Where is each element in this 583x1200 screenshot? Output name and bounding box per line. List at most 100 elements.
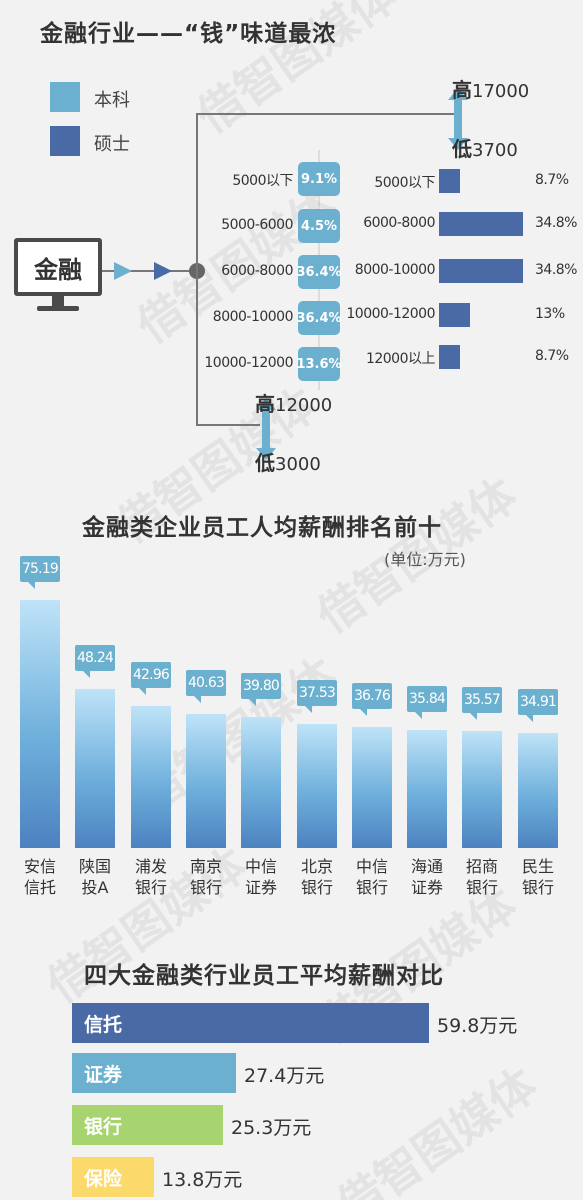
- ranking-bar: [241, 717, 281, 848]
- bachelor-low-value: 3000: [275, 454, 321, 475]
- bachelor-percent-bar: 36.4%: [296, 255, 342, 289]
- master-percent-bar: [439, 169, 460, 193]
- master-range-label: 5000以下: [374, 175, 435, 191]
- ranking-bar: [186, 714, 226, 848]
- master-percent-label: 8.7%: [535, 172, 569, 188]
- branch-line: [196, 113, 456, 115]
- master-high-value: 17000: [472, 81, 530, 102]
- master-percent-label: 34.8%: [535, 215, 577, 231]
- industry-salary-bar: 保险: [72, 1157, 154, 1197]
- value-label-tail: [305, 706, 312, 713]
- master-percent-bar: [439, 303, 470, 327]
- ranking-bar: [131, 706, 171, 848]
- bachelor-range-label: 5000-6000: [221, 217, 293, 233]
- ranking-bar: [407, 730, 447, 848]
- master-percent-label: 8.7%: [535, 348, 569, 364]
- industry-salary-value: 13.8万元: [162, 1169, 243, 1191]
- bachelor-range-label: 5000以下: [232, 173, 293, 189]
- value-label: 75.19: [20, 556, 60, 582]
- arrow-right-icon: [154, 262, 172, 280]
- legend-label-master: 硕士: [94, 134, 130, 155]
- industry-salary-value: 59.8万元: [437, 1015, 518, 1037]
- legend-label-bachelor: 本科: [94, 90, 130, 111]
- company-name: 陕国 投A: [78, 857, 111, 897]
- bachelor-high-tag: 高: [255, 392, 275, 416]
- section2-title: 金融类企业员工人均薪酬排名前十: [82, 515, 442, 541]
- master-percent-bar: [439, 212, 523, 236]
- value-label-tail: [360, 709, 367, 716]
- ranking-bar: [462, 731, 502, 848]
- value-label-tail: [139, 688, 146, 695]
- company-name: 民生 银行: [521, 857, 554, 897]
- company-name: 南京 银行: [189, 857, 222, 897]
- company-name: 中信 证券: [244, 857, 277, 897]
- computer-monitor-icon: 金融: [14, 238, 102, 311]
- value-label-tail: [415, 712, 422, 719]
- value-label-tail: [83, 671, 90, 678]
- connector-line: [102, 270, 198, 272]
- master-low-tag: 低: [452, 137, 472, 161]
- master-range-label: 12000以上: [365, 351, 436, 367]
- master-range-label: 6000-8000: [363, 215, 435, 231]
- bachelor-percent-bar: 36.4%: [296, 301, 342, 335]
- value-label: 35.57: [462, 687, 502, 713]
- branch-line: [196, 113, 198, 426]
- value-label: 36.76: [352, 683, 392, 709]
- ranking-bar: [297, 724, 337, 848]
- company-name: 浦发 银行: [134, 857, 167, 897]
- bachelor-percent-bar: 13.6%: [296, 347, 342, 381]
- ranking-bar: [75, 689, 115, 848]
- value-label: 37.53: [297, 680, 337, 706]
- industry-salary-value: 27.4万元: [244, 1065, 325, 1087]
- branch-line: [196, 424, 260, 426]
- bachelor-range-label: 8000-10000: [212, 309, 294, 325]
- master-range-arrow-icon: [448, 88, 468, 154]
- value-label-tail: [194, 696, 201, 703]
- industry-salary-bar: 信托: [72, 1003, 429, 1043]
- master-percent-bar: [439, 345, 460, 369]
- arrow-right-icon: [114, 262, 132, 280]
- value-label: 48.24: [75, 645, 115, 671]
- company-name: 安信 信托: [23, 857, 56, 897]
- watermark: 借智图媒体: [327, 1057, 547, 1200]
- value-label-tail: [470, 713, 477, 720]
- company-name: 招商 银行: [465, 857, 498, 897]
- value-label-tail: [249, 699, 256, 706]
- industry-label: 金融: [18, 242, 98, 292]
- value-label: 40.63: [186, 670, 226, 696]
- master-high-tag: 高: [452, 78, 472, 102]
- company-name: 北京 银行: [300, 857, 333, 897]
- value-label: 34.91: [518, 689, 558, 715]
- ranking-bar: [20, 600, 60, 848]
- master-percent-bar: [439, 259, 523, 283]
- bachelor-range-label: 6000-8000: [221, 263, 293, 279]
- master-percent-label: 34.8%: [535, 262, 577, 278]
- value-label: 35.84: [407, 686, 447, 712]
- company-name: 海通 证券: [410, 857, 443, 897]
- bachelor-range-arrow-icon: [256, 398, 276, 464]
- industry-salary-value: 25.3万元: [231, 1117, 312, 1139]
- bachelor-percent-bar: 9.1%: [298, 162, 340, 196]
- value-label: 42.96: [131, 662, 171, 688]
- legend-swatch-bachelor: [50, 82, 80, 112]
- bachelor-range-label: 10000-12000: [204, 355, 293, 371]
- ranking-bar: [352, 727, 392, 848]
- value-label-tail: [28, 582, 35, 589]
- company-name: 中信 银行: [355, 857, 388, 897]
- value-label-tail: [526, 715, 533, 722]
- industry-salary-bar: 证券: [72, 1053, 236, 1093]
- master-range-label: 8000-10000: [354, 262, 436, 278]
- section1-title: 金融行业——“钱”味道最浓: [40, 21, 337, 47]
- value-label: 39.80: [241, 673, 281, 699]
- ranking-bar: [518, 733, 558, 848]
- bachelor-percent-bar: 4.5%: [298, 209, 340, 243]
- bachelor-high-value: 12000: [275, 395, 333, 416]
- industry-salary-bar: 银行: [72, 1105, 223, 1145]
- unit-label: (单位:万元): [384, 550, 466, 569]
- master-percent-label: 13%: [535, 306, 565, 322]
- section3-title: 四大金融类行业员工平均薪酬对比: [84, 963, 444, 989]
- master-range-label: 10000-12000: [346, 306, 435, 322]
- master-low-value: 3700: [472, 140, 518, 161]
- bachelor-low-tag: 低: [255, 451, 275, 475]
- legend-swatch-master: [50, 126, 80, 156]
